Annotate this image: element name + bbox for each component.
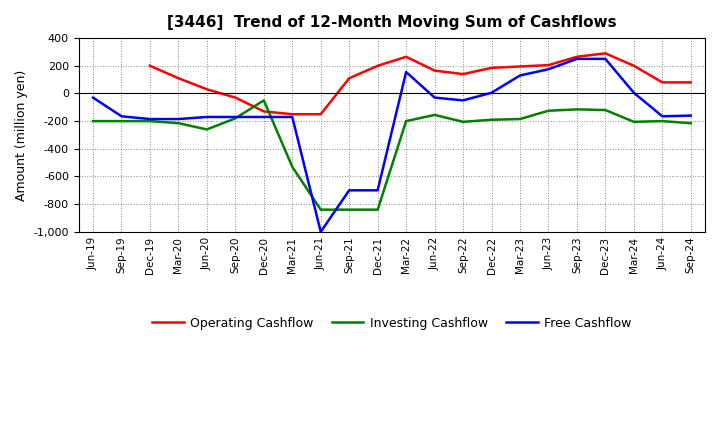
Free Cashflow	[487, 90, 496, 95]
Free Cashflow	[572, 56, 581, 62]
Operating Cashflow	[402, 54, 410, 59]
Operating Cashflow	[459, 71, 467, 77]
Investing Cashflow	[459, 119, 467, 125]
Operating Cashflow	[231, 95, 240, 100]
Investing Cashflow	[601, 107, 610, 113]
Free Cashflow	[202, 114, 211, 120]
Free Cashflow	[402, 70, 410, 75]
Free Cashflow	[345, 187, 354, 193]
Operating Cashflow	[572, 54, 581, 59]
Free Cashflow	[544, 66, 553, 72]
Investing Cashflow	[402, 118, 410, 124]
Line: Investing Cashflow: Investing Cashflow	[93, 100, 690, 210]
Investing Cashflow	[117, 118, 126, 124]
Free Cashflow	[431, 95, 439, 100]
Legend: Operating Cashflow, Investing Cashflow, Free Cashflow: Operating Cashflow, Investing Cashflow, …	[148, 312, 636, 335]
Free Cashflow	[259, 114, 268, 120]
Free Cashflow	[658, 114, 667, 119]
Free Cashflow	[117, 114, 126, 119]
Operating Cashflow	[658, 80, 667, 85]
Operating Cashflow	[374, 63, 382, 69]
Free Cashflow	[374, 187, 382, 193]
Investing Cashflow	[658, 118, 667, 124]
Operating Cashflow	[202, 87, 211, 92]
Free Cashflow	[629, 90, 638, 95]
Free Cashflow	[231, 114, 240, 120]
Title: [3446]  Trend of 12-Month Moving Sum of Cashflows: [3446] Trend of 12-Month Moving Sum of C…	[167, 15, 617, 30]
Investing Cashflow	[544, 108, 553, 114]
Free Cashflow	[459, 98, 467, 103]
Y-axis label: Amount (million yen): Amount (million yen)	[15, 70, 28, 201]
Operating Cashflow	[345, 76, 354, 81]
Operating Cashflow	[316, 112, 325, 117]
Free Cashflow	[89, 95, 97, 100]
Free Cashflow	[145, 117, 154, 122]
Operating Cashflow	[629, 63, 638, 69]
Investing Cashflow	[629, 119, 638, 125]
Investing Cashflow	[89, 118, 97, 124]
Investing Cashflow	[487, 117, 496, 122]
Operating Cashflow	[288, 112, 297, 117]
Investing Cashflow	[516, 117, 524, 122]
Free Cashflow	[288, 114, 297, 120]
Investing Cashflow	[572, 107, 581, 112]
Line: Free Cashflow: Free Cashflow	[93, 59, 690, 232]
Operating Cashflow	[544, 62, 553, 68]
Operating Cashflow	[431, 68, 439, 73]
Operating Cashflow	[145, 63, 154, 69]
Operating Cashflow	[174, 76, 183, 81]
Free Cashflow	[516, 73, 524, 78]
Investing Cashflow	[231, 116, 240, 121]
Free Cashflow	[601, 56, 610, 62]
Operating Cashflow	[686, 80, 695, 85]
Line: Operating Cashflow: Operating Cashflow	[150, 53, 690, 114]
Investing Cashflow	[374, 207, 382, 213]
Investing Cashflow	[202, 127, 211, 132]
Investing Cashflow	[686, 121, 695, 126]
Free Cashflow	[174, 117, 183, 122]
Investing Cashflow	[145, 118, 154, 124]
Investing Cashflow	[345, 207, 354, 213]
Investing Cashflow	[431, 112, 439, 117]
Free Cashflow	[686, 113, 695, 118]
Investing Cashflow	[316, 207, 325, 213]
Operating Cashflow	[601, 51, 610, 56]
Investing Cashflow	[259, 98, 268, 103]
Investing Cashflow	[288, 164, 297, 169]
Investing Cashflow	[174, 121, 183, 126]
Operating Cashflow	[487, 65, 496, 70]
Operating Cashflow	[516, 64, 524, 69]
Operating Cashflow	[259, 109, 268, 114]
Free Cashflow	[316, 229, 325, 235]
